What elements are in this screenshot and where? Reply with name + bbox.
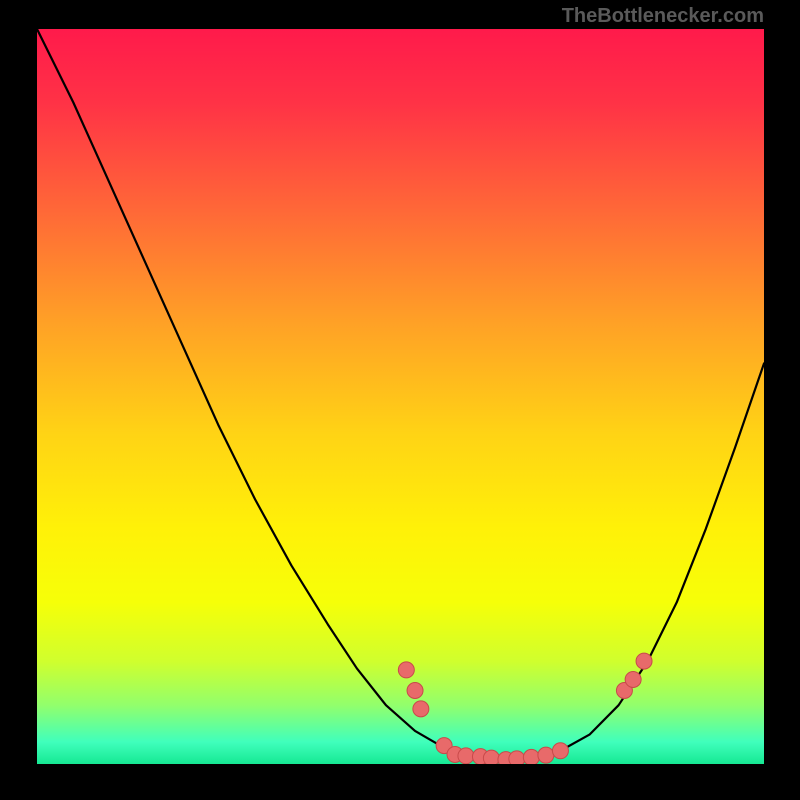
data-marker bbox=[458, 748, 474, 764]
data-marker bbox=[538, 747, 554, 763]
data-marker bbox=[552, 743, 568, 759]
data-marker bbox=[509, 751, 525, 764]
watermark-text: TheBottlenecker.com bbox=[562, 5, 764, 28]
data-marker bbox=[636, 653, 652, 669]
plot-area bbox=[37, 29, 764, 764]
curve-overlay bbox=[37, 29, 764, 764]
data-marker bbox=[413, 701, 429, 717]
data-marker bbox=[398, 662, 414, 678]
data-marker bbox=[523, 749, 539, 764]
bottleneck-curve bbox=[37, 29, 764, 760]
data-marker bbox=[625, 671, 641, 687]
chart-container: TheBottlenecker.com bbox=[0, 0, 800, 800]
data-marker bbox=[407, 683, 423, 699]
data-marker bbox=[483, 750, 499, 764]
